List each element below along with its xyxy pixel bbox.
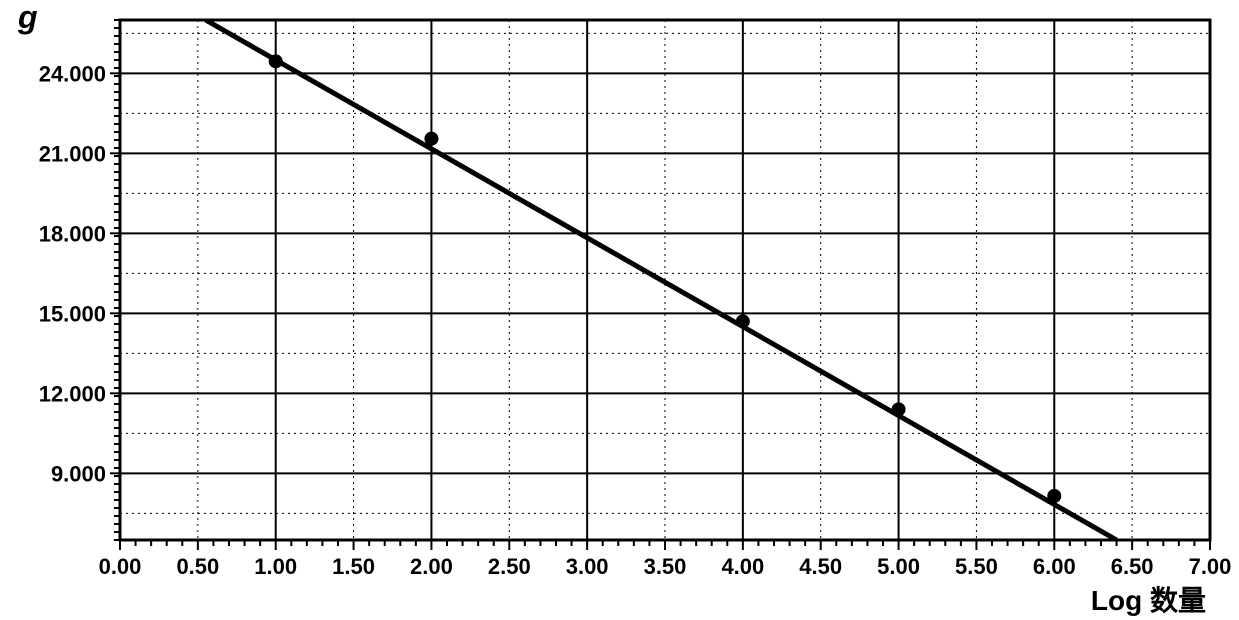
- x-tick-label: 6.00: [1033, 554, 1076, 579]
- x-tick-label: 5.00: [877, 554, 920, 579]
- y-tick-label: 9.000: [51, 461, 106, 486]
- x-tick-label: 0.50: [176, 554, 219, 579]
- x-tick-label: 6.50: [1111, 554, 1154, 579]
- x-tick-label: 4.50: [799, 554, 842, 579]
- x-tick-label: 5.50: [955, 554, 998, 579]
- x-tick-label: 1.50: [332, 554, 375, 579]
- x-tick-label: 3.00: [566, 554, 609, 579]
- x-tick-label: 0.00: [99, 554, 142, 579]
- y-axis-corner-label: g: [17, 0, 38, 35]
- x-axis-label: Log 数量: [1091, 585, 1206, 616]
- x-tick-label: 3.50: [644, 554, 687, 579]
- y-tick-label: 21.000: [39, 141, 106, 166]
- x-tick-label: 1.00: [254, 554, 297, 579]
- y-tick-label: 18.000: [39, 221, 106, 246]
- y-tick-label: 15.000: [39, 301, 106, 326]
- x-tick-label: 7.00: [1189, 554, 1232, 579]
- x-tick-label: 2.50: [488, 554, 531, 579]
- y-tick-label: 24.000: [39, 61, 106, 86]
- chart-container: 0.00 0.50 1.00 1.50 2.00 2.50 3.00 3.50 4.00 4.50…: [0, 0, 1239, 620]
- x-tick-label: 2.00: [410, 554, 453, 579]
- y-tick-label: 12.000: [39, 381, 106, 406]
- scatter-chart: 0.00 0.50 1.00 1.50 2.00 2.50 3.00 3.50 4.00 4.50…: [0, 0, 1239, 620]
- x-tick-label: 4.00: [721, 554, 764, 579]
